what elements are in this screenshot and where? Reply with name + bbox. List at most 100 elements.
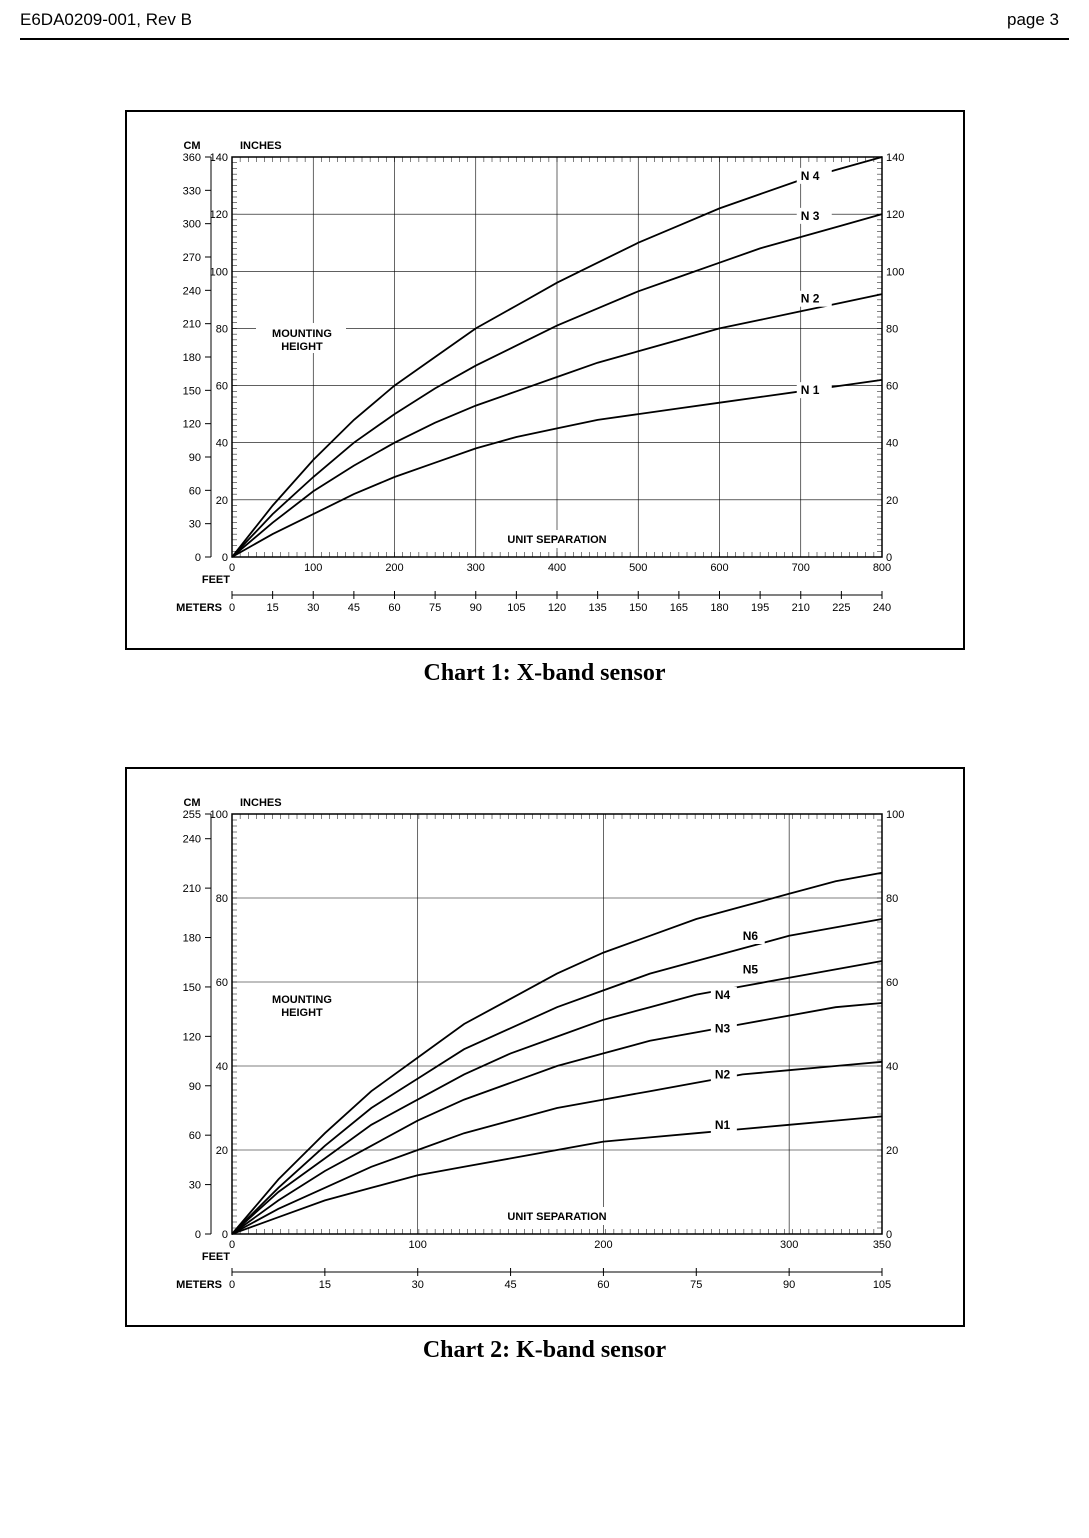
svg-text:60: 60 xyxy=(886,977,898,989)
svg-text:300: 300 xyxy=(779,1239,797,1251)
svg-text:105: 105 xyxy=(872,1279,890,1291)
svg-text:600: 600 xyxy=(710,562,728,574)
svg-text:0: 0 xyxy=(194,1229,200,1241)
svg-text:240: 240 xyxy=(182,285,200,297)
svg-text:N 4: N 4 xyxy=(800,169,819,183)
svg-text:0: 0 xyxy=(221,552,227,564)
chart1-caption: Chart 1: X-band sensor xyxy=(20,660,1069,687)
svg-text:60: 60 xyxy=(188,485,200,497)
svg-text:INCHES: INCHES xyxy=(240,797,282,809)
svg-text:75: 75 xyxy=(429,602,441,614)
svg-text:30: 30 xyxy=(307,602,319,614)
svg-text:N5: N5 xyxy=(742,963,758,977)
svg-text:N1: N1 xyxy=(714,1118,730,1132)
svg-text:150: 150 xyxy=(182,385,200,397)
svg-text:80: 80 xyxy=(215,323,227,335)
svg-text:150: 150 xyxy=(182,982,200,994)
svg-text:0: 0 xyxy=(221,1229,227,1241)
svg-text:UNIT SEPARATION: UNIT SEPARATION xyxy=(507,1211,606,1223)
svg-text:700: 700 xyxy=(791,562,809,574)
page-number: page 3 xyxy=(1007,10,1059,30)
svg-text:120: 120 xyxy=(547,602,565,614)
svg-text:N 1: N 1 xyxy=(800,383,819,397)
svg-text:20: 20 xyxy=(215,495,227,507)
svg-text:20: 20 xyxy=(886,1145,898,1157)
svg-text:500: 500 xyxy=(629,562,647,574)
svg-text:800: 800 xyxy=(872,562,890,574)
svg-text:120: 120 xyxy=(886,209,904,221)
svg-text:40: 40 xyxy=(215,1061,227,1073)
svg-text:40: 40 xyxy=(215,438,227,450)
svg-text:90: 90 xyxy=(783,1279,795,1291)
svg-text:60: 60 xyxy=(188,1130,200,1142)
svg-text:300: 300 xyxy=(182,219,200,231)
svg-text:60: 60 xyxy=(597,1279,609,1291)
svg-text:15: 15 xyxy=(266,602,278,614)
svg-text:40: 40 xyxy=(886,438,898,450)
svg-text:HEIGHT: HEIGHT xyxy=(281,341,323,353)
svg-text:15: 15 xyxy=(318,1279,330,1291)
svg-text:180: 180 xyxy=(182,933,200,945)
svg-text:60: 60 xyxy=(886,381,898,393)
svg-text:330: 330 xyxy=(182,185,200,197)
svg-text:400: 400 xyxy=(547,562,565,574)
svg-text:210: 210 xyxy=(791,602,809,614)
svg-text:30: 30 xyxy=(188,519,200,531)
svg-text:N 2: N 2 xyxy=(800,292,819,306)
svg-text:60: 60 xyxy=(215,381,227,393)
svg-text:135: 135 xyxy=(588,602,606,614)
svg-text:90: 90 xyxy=(188,452,200,464)
svg-text:150: 150 xyxy=(629,602,647,614)
svg-text:140: 140 xyxy=(209,152,227,164)
svg-text:100: 100 xyxy=(304,562,322,574)
svg-text:100: 100 xyxy=(209,266,227,278)
svg-text:0: 0 xyxy=(228,562,234,574)
svg-text:N 3: N 3 xyxy=(800,209,819,223)
svg-text:60: 60 xyxy=(215,977,227,989)
svg-text:N3: N3 xyxy=(714,1021,730,1035)
svg-text:120: 120 xyxy=(209,209,227,221)
svg-text:210: 210 xyxy=(182,319,200,331)
svg-text:140: 140 xyxy=(886,152,904,164)
svg-text:90: 90 xyxy=(188,1081,200,1093)
svg-text:225: 225 xyxy=(832,602,850,614)
svg-text:INCHES: INCHES xyxy=(240,140,282,152)
svg-text:75: 75 xyxy=(690,1279,702,1291)
svg-text:100: 100 xyxy=(408,1239,426,1251)
svg-text:270: 270 xyxy=(182,252,200,264)
svg-text:40: 40 xyxy=(886,1061,898,1073)
svg-text:45: 45 xyxy=(347,602,359,614)
svg-text:120: 120 xyxy=(182,1031,200,1043)
svg-text:HEIGHT: HEIGHT xyxy=(281,1007,323,1019)
svg-text:90: 90 xyxy=(469,602,481,614)
svg-text:180: 180 xyxy=(182,352,200,364)
svg-text:240: 240 xyxy=(182,834,200,846)
header-rule xyxy=(20,38,1069,40)
doc-id: E6DA0209-001, Rev B xyxy=(20,10,192,30)
svg-text:100: 100 xyxy=(886,809,904,821)
svg-text:60: 60 xyxy=(388,602,400,614)
svg-text:N2: N2 xyxy=(714,1068,730,1082)
svg-text:100: 100 xyxy=(209,809,227,821)
svg-text:210: 210 xyxy=(182,883,200,895)
svg-text:0: 0 xyxy=(228,602,234,614)
chart1-svg: N 1N 2N 3N 40020204040606080801001001201… xyxy=(142,127,952,637)
svg-text:80: 80 xyxy=(886,323,898,335)
svg-text:80: 80 xyxy=(215,893,227,905)
svg-text:120: 120 xyxy=(182,419,200,431)
svg-text:180: 180 xyxy=(710,602,728,614)
svg-text:0: 0 xyxy=(228,1239,234,1251)
page-header: E6DA0209-001, Rev B page 3 xyxy=(20,10,1069,38)
svg-text:30: 30 xyxy=(188,1180,200,1192)
svg-text:100: 100 xyxy=(886,266,904,278)
svg-text:CM: CM xyxy=(183,797,200,809)
svg-text:240: 240 xyxy=(872,602,890,614)
svg-text:METERS: METERS xyxy=(176,602,222,614)
svg-text:0: 0 xyxy=(228,1279,234,1291)
svg-text:30: 30 xyxy=(411,1279,423,1291)
svg-text:N4: N4 xyxy=(714,988,730,1002)
page-container: E6DA0209-001, Rev B page 3 N 1 N 2 N 3 N 4 0… xyxy=(0,0,1089,1538)
svg-text:20: 20 xyxy=(215,1145,227,1157)
svg-text:20: 20 xyxy=(886,495,898,507)
chart2-caption: Chart 2: K-band sensor xyxy=(20,1337,1069,1364)
